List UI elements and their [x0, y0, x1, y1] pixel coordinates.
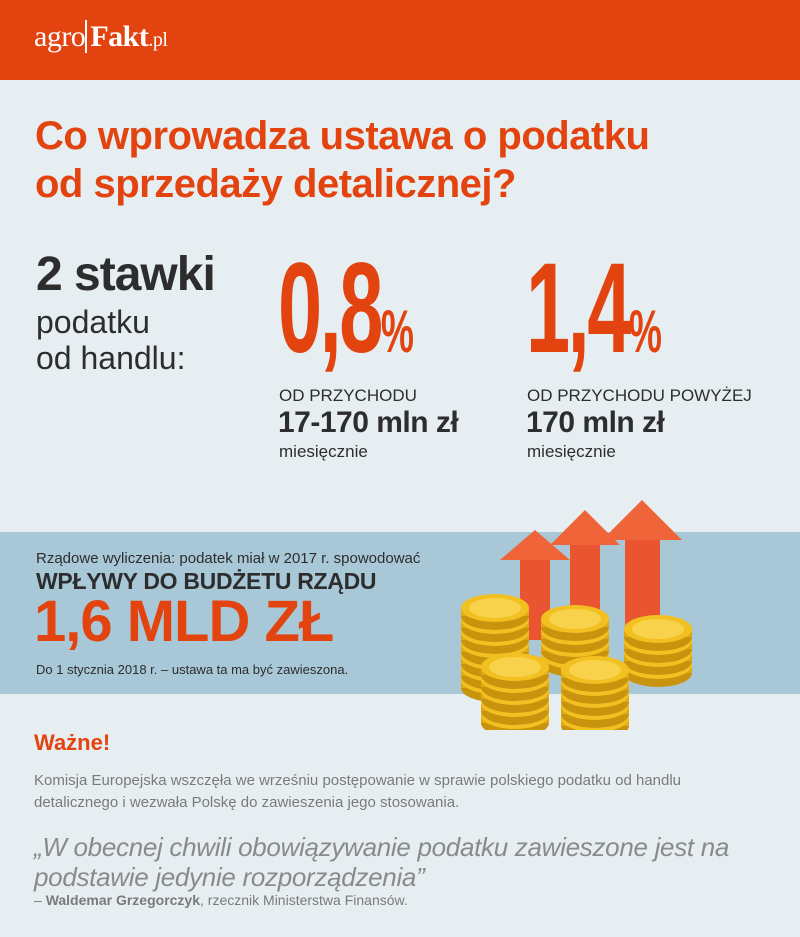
title-line-1: Co wprowadza ustawa o podatku	[35, 114, 650, 158]
rate-value-1: 0,8%	[278, 244, 414, 397]
rate-period-1: miesięcznie	[279, 442, 368, 461]
rate-number-2: 1,4	[526, 237, 631, 380]
important-heading: Ważne!	[34, 730, 111, 755]
rate-percent-1: %	[380, 298, 414, 365]
important-text: Komisja Europejska wszczęła we wrześniu …	[34, 772, 682, 811]
logo-pl: .pl	[148, 29, 168, 51]
budget-note: Do 1 stycznia 2018 r. – ustawa ta ma być…	[36, 662, 349, 677]
rate-percent-2: %	[628, 298, 662, 365]
budget-intro: Rządowe wyliczenia: podatek miał w 2017 …	[36, 550, 421, 567]
logo-agro: agro	[34, 20, 86, 53]
agrofakt-logo[interactable]: agro Fakt.pl	[34, 20, 168, 54]
quote-author-role: , rzecznik Ministerstwa Finansów.	[200, 892, 408, 908]
rates-subheading-1: podatku	[36, 304, 150, 340]
coins-arrows-illustration	[461, 500, 692, 730]
rate-period-2: miesięcznie	[527, 442, 616, 461]
quote-dash: –	[34, 892, 46, 908]
header-bar: agro Fakt.pl	[0, 0, 800, 80]
budget-amount: 1,6 MLD ZŁ	[34, 589, 334, 654]
page-title: Co wprowadza ustawa o podatku od sprzeda…	[35, 112, 755, 208]
rate-label-2: OD PRZYCHODU POWYŻEJ	[527, 386, 752, 405]
rate-amount-2: 170 mln zł	[526, 406, 665, 439]
rate-value-2: 1,4%	[526, 244, 662, 397]
rate-amount-1: 17-170 mln zł	[278, 406, 459, 439]
title-line-2: od sprzedaży detalicznej?	[35, 162, 516, 206]
quote-author-name: Waldemar Grzegorczyk	[45, 892, 201, 908]
quote-author: – Waldemar Grzegorczyk, rzecznik Ministe…	[34, 892, 408, 908]
budget-heading: WPŁYWY DO BUDŻETU RZĄDU	[36, 568, 377, 594]
rate-number-1: 0,8	[278, 237, 383, 380]
quote-text: „W obecnej chwili obowiązywanie podatku …	[34, 832, 730, 892]
logo-fakt: Fakt	[85, 20, 149, 53]
rate-label-1: OD PRZYCHODU	[279, 386, 417, 405]
rates-subheading-2: od handlu:	[36, 340, 186, 376]
rates-heading: 2 stawki	[36, 248, 216, 301]
